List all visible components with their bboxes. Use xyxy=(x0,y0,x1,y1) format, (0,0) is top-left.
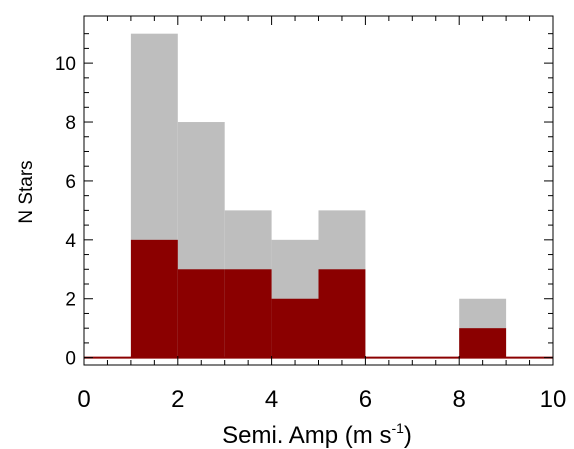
bars-layer xyxy=(84,33,553,359)
x-axis-label-main: Semi. Amp (m s xyxy=(222,422,391,449)
x-tick-label: 2 xyxy=(171,386,184,413)
x-tick-label: 10 xyxy=(540,386,567,413)
x-tick-label: 6 xyxy=(359,386,372,413)
ticks-layer xyxy=(83,16,554,365)
bar-s1-bin1 xyxy=(130,239,178,358)
x-axis-label: Semi. Amp (m s-1) xyxy=(222,420,412,449)
y-tick-label: 8 xyxy=(65,113,76,134)
bar-s1-bin4 xyxy=(271,298,319,358)
y-tick-label: 2 xyxy=(65,290,76,311)
y-tick-label: 10 xyxy=(55,54,76,75)
x-tick-label: 0 xyxy=(77,386,90,413)
x-axis-label-exponent: -1 xyxy=(391,420,404,436)
tick-labels-layer: 0 2 4 6 8 10 0 2 4 6 8 10 xyxy=(55,54,566,413)
y-tick-label: 0 xyxy=(65,349,76,370)
x-axis-label-end: ) xyxy=(404,422,412,449)
x-tick-label: 8 xyxy=(453,386,466,413)
bar-s1-bin3 xyxy=(224,269,272,358)
bar-s1-bin8 xyxy=(459,328,507,358)
bar-s1-bin2 xyxy=(177,269,225,358)
y-tick-label: 4 xyxy=(65,231,76,252)
bar-s1-bin5 xyxy=(318,269,366,358)
y-axis-label: N Stars xyxy=(16,160,37,223)
x-tick-label: 4 xyxy=(265,386,278,413)
y-tick-label: 6 xyxy=(65,172,76,193)
